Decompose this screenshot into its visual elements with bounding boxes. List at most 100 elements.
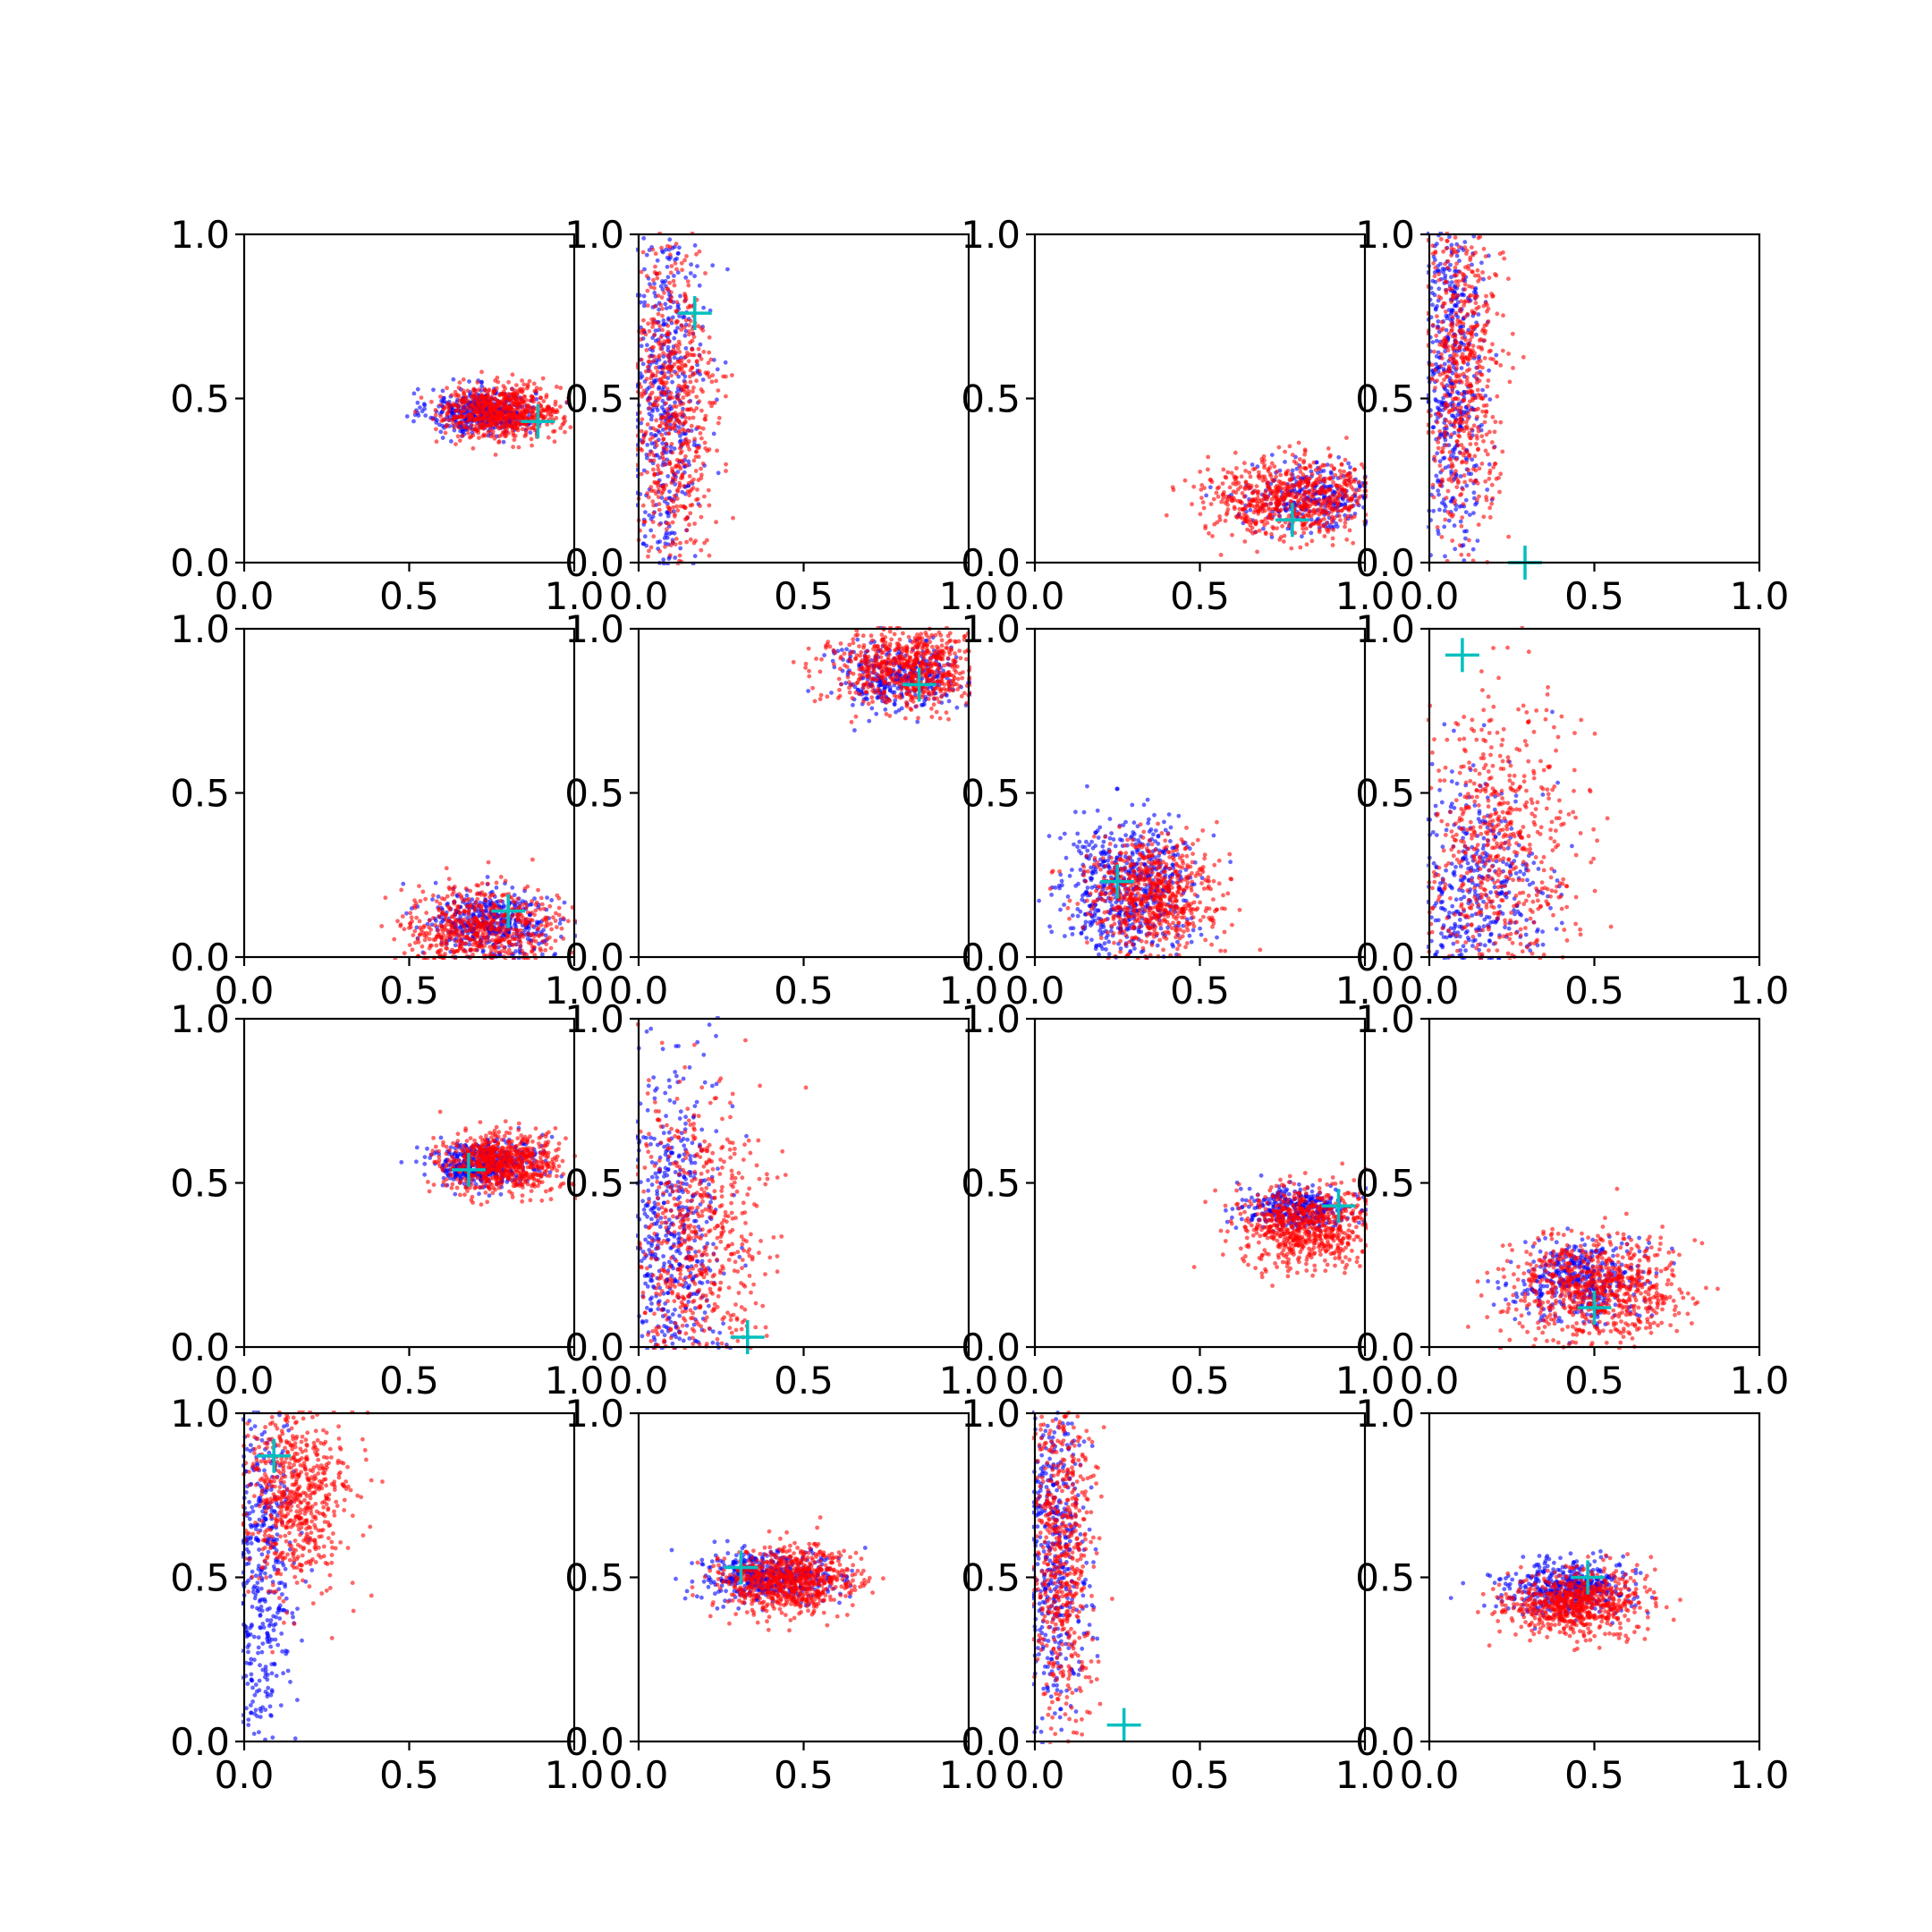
scatter-point <box>661 436 666 442</box>
scatter-point <box>1451 513 1455 517</box>
scatter-point <box>1475 414 1479 419</box>
scatter-point <box>1440 468 1445 472</box>
scatter-point <box>515 414 520 419</box>
scatter-point <box>467 435 472 440</box>
scatter-point <box>1328 477 1333 481</box>
scatter-point <box>1445 238 1450 243</box>
scatter-point <box>1277 501 1283 505</box>
scatter-point <box>657 549 663 554</box>
scatter-point <box>1199 483 1205 487</box>
scatter-point <box>731 515 735 521</box>
scatter-point <box>1250 504 1255 508</box>
scatter-point <box>465 388 470 394</box>
scatter-point <box>1292 495 1297 500</box>
scatter-point <box>694 406 699 411</box>
scatter-point <box>1224 510 1230 515</box>
scatter-point <box>656 293 661 298</box>
scatter-point <box>1304 542 1309 547</box>
scatter-point <box>1439 381 1445 386</box>
scatter-point <box>1467 284 1471 289</box>
scatter-point <box>676 430 682 436</box>
scatter-point <box>683 318 689 323</box>
scatter-point <box>415 400 420 405</box>
scatter-point <box>462 414 467 419</box>
scatter-point <box>494 880 499 886</box>
scatter-point <box>653 428 658 433</box>
scatter-point <box>1454 273 1459 278</box>
scatter-point <box>1465 361 1470 367</box>
scatter-point <box>1481 438 1486 444</box>
scatter-point <box>1464 483 1470 488</box>
scatter-point <box>1458 378 1462 383</box>
scatter-point <box>1432 349 1436 354</box>
scatter-point <box>1309 538 1315 544</box>
scatter-point <box>455 434 461 439</box>
scatter-point <box>416 940 421 945</box>
scatter-point <box>661 321 666 326</box>
scatter-point <box>492 436 497 441</box>
scatter-point <box>538 395 543 400</box>
scatter-point <box>668 426 674 430</box>
scatter-point <box>1486 319 1491 324</box>
scatter-point <box>636 424 639 429</box>
scatter-point <box>1337 513 1342 519</box>
scatter-point <box>705 538 709 543</box>
scatter-point <box>679 323 684 328</box>
scatter-point <box>674 267 679 272</box>
scatter-point <box>498 410 503 415</box>
scatter-point <box>1482 356 1487 360</box>
scatter-point <box>641 388 647 394</box>
scatter-point <box>1444 280 1448 284</box>
scatter-point <box>459 409 463 414</box>
scatter-point <box>665 447 669 453</box>
scatter-point <box>1477 466 1482 471</box>
scatter-point <box>683 328 689 334</box>
scatter-point <box>524 905 529 911</box>
scatter-point <box>1479 347 1485 352</box>
scatter-point <box>1449 432 1454 437</box>
scatter-point <box>651 458 657 463</box>
scatter-point <box>1463 510 1469 514</box>
scatter-point <box>1432 292 1437 298</box>
scatter-point <box>709 403 714 409</box>
scatter-point <box>1450 324 1455 329</box>
scatter-point <box>639 420 644 426</box>
scatter-point <box>422 402 428 408</box>
scatter-point <box>1489 440 1495 445</box>
scatter-point <box>641 293 647 299</box>
scatter-point <box>1440 356 1445 361</box>
scatter-point <box>1481 276 1486 282</box>
scatter-point <box>1433 250 1438 254</box>
scatter-point <box>673 482 678 487</box>
scatter-point <box>1453 310 1459 316</box>
scatter-point <box>714 378 718 384</box>
scatter-point <box>655 408 660 412</box>
scatter-point <box>676 485 682 490</box>
scatter-point <box>665 527 669 531</box>
scatter-point <box>1311 507 1317 513</box>
scatter-point <box>659 496 665 500</box>
scatter-point <box>685 489 691 494</box>
scatter-point <box>669 442 674 446</box>
scatter-point <box>656 463 660 469</box>
scatter-point <box>411 419 416 424</box>
scatter-point <box>1224 494 1229 499</box>
scatter-point <box>425 921 430 927</box>
scatter-point <box>673 472 678 477</box>
scatter-point <box>1340 487 1345 493</box>
scatter-point <box>437 902 443 906</box>
scatter-point <box>1334 483 1339 488</box>
scatter-point <box>419 944 425 949</box>
scatter-point <box>401 881 406 886</box>
scatter-point <box>691 386 696 390</box>
scatter-point <box>1309 517 1314 522</box>
scatter-point <box>1257 528 1262 533</box>
scatter-point <box>1449 280 1454 284</box>
scatter-point <box>1343 524 1347 530</box>
scatter-point <box>1329 463 1334 468</box>
scatter-point <box>1323 476 1328 481</box>
scatter-point <box>1453 457 1459 462</box>
scatter-point <box>558 404 563 410</box>
scatter-point <box>1511 366 1515 370</box>
scatter-point <box>682 428 687 434</box>
